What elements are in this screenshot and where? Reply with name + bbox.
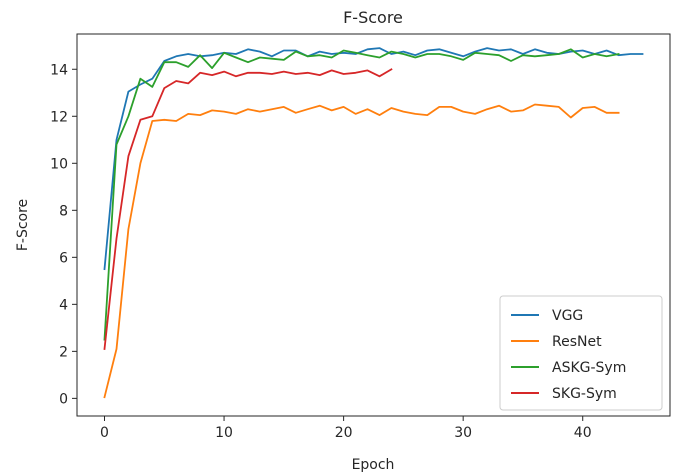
plot-area	[76, 33, 671, 417]
chart-title: F-Score	[343, 8, 403, 27]
y-tick-label: 6	[59, 250, 68, 266]
x-tick-label: 40	[574, 425, 592, 441]
x-axis-label: Epoch	[352, 457, 395, 473]
legend-box	[499, 295, 663, 411]
plot-frame	[76, 33, 671, 417]
legend: VGG ResNet ASKG-Sym SKG-Sym	[499, 295, 663, 411]
series-line-resnet	[103, 103, 620, 399]
y-tick-label: 8	[59, 203, 68, 219]
legend-label-resnet: ResNet	[552, 334, 602, 350]
y-tick-label: 2	[59, 344, 68, 360]
series-line-vgg	[103, 47, 644, 271]
y-tick-label: 4	[59, 297, 68, 313]
y-axis: 0 2 4 6 8 10 12 14	[50, 62, 77, 407]
x-tick-label: 0	[100, 425, 109, 441]
y-axis-label: F-Score	[15, 199, 31, 251]
legend-label-vgg: VGG	[552, 308, 583, 324]
x-tick-label: 20	[335, 425, 353, 441]
x-tick-label: 10	[215, 425, 233, 441]
series-line-askg-sym	[103, 48, 620, 341]
y-tick-label: 10	[50, 156, 68, 172]
legend-label-askg-sym: ASKG-Sym	[552, 360, 626, 376]
series-layer	[103, 47, 644, 399]
y-tick-label: 12	[50, 109, 68, 125]
x-tick-label: 30	[454, 425, 472, 441]
y-tick-label: 14	[50, 62, 68, 78]
series-line-skg-sym	[103, 68, 393, 350]
legend-label-skg-sym: SKG-Sym	[552, 386, 617, 402]
x-axis: 0 10 20 30 40	[100, 416, 592, 441]
y-tick-label: 0	[59, 391, 68, 407]
